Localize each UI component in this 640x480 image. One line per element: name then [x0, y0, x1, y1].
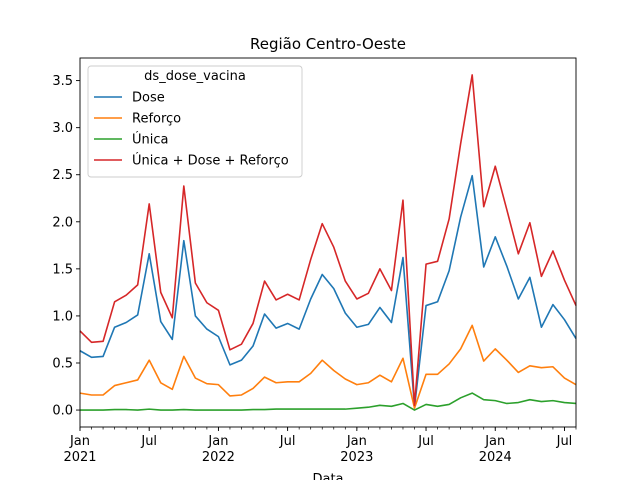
x-tick-label-2: Jan	[207, 434, 228, 449]
legend-entry-1: Reforço	[132, 112, 181, 127]
plot-frame	[79, 57, 577, 428]
x-tick-label-3: Jul	[279, 434, 296, 449]
y-tick-label-1: 0.5	[52, 356, 73, 371]
y-tick-label-7: 3.5	[52, 74, 73, 89]
y-tick-label-0: 0.0	[52, 404, 73, 419]
x-tick-label-0: Jan	[69, 434, 90, 449]
series-line-3	[79, 74, 577, 407]
x-tick-year-2: 2022	[202, 450, 235, 465]
legend-box	[87, 65, 303, 178]
x-tick-year-4: 2023	[340, 450, 373, 465]
y-tick-label-5: 2.5	[52, 168, 73, 183]
legend-title: ds_dose_vacina	[144, 69, 246, 84]
chart-title: Região Centro-Oeste	[250, 35, 406, 53]
x-tick-year-6: 2024	[479, 450, 512, 465]
series-lines	[79, 74, 577, 411]
legend: ds_dose_vacina Dose Reforço Única Única + Do…	[87, 65, 303, 178]
x-tick-year-0: 2021	[63, 450, 96, 465]
x-tick-label-4: Jan	[346, 434, 367, 449]
legend-entry-0: Dose	[132, 91, 165, 106]
series-line-0	[79, 174, 577, 409]
x-tick-label-5: Jul	[417, 434, 434, 449]
x-tick-label-1: Jul	[140, 434, 157, 449]
y-tick-label-6: 3.0	[52, 121, 73, 136]
legend-entry-3: Única + Dose + Reforço	[132, 153, 289, 169]
legend-entry-2: Única	[132, 132, 168, 148]
x-tick-label-7: Jul	[556, 434, 573, 449]
y-tick-label-3: 1.5	[52, 262, 73, 277]
x-tick-label-6: Jan	[484, 434, 505, 449]
series-line-1	[79, 324, 577, 409]
series-line-2	[80, 392, 577, 411]
y-tick-label-4: 2.0	[52, 215, 73, 230]
y-tick-label-2: 1.0	[52, 309, 73, 324]
x-axis-label: Data	[312, 472, 343, 480]
